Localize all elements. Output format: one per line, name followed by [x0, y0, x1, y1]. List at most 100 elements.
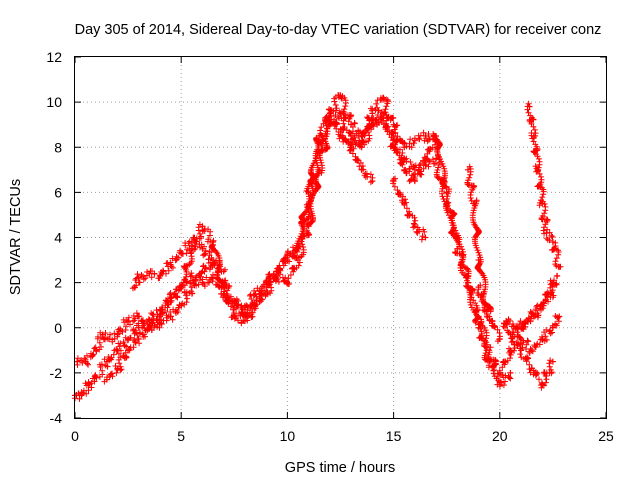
data-point [263, 279, 270, 286]
data-point [475, 324, 482, 331]
data-point [522, 320, 529, 327]
data-point [114, 365, 121, 372]
data-point [488, 317, 495, 324]
series-trace-10 [517, 313, 563, 356]
y-tick-label: 2 [54, 275, 62, 291]
y-tick-label: -2 [50, 365, 63, 381]
data-point [454, 234, 461, 241]
x-tick-label: 10 [280, 428, 296, 444]
data-point [475, 257, 482, 264]
data-point [530, 313, 537, 320]
marker-trail [524, 100, 564, 270]
data-point [390, 178, 397, 185]
y-tick-label: -4 [50, 410, 63, 426]
x-tick-label: 20 [492, 428, 508, 444]
data-point [178, 250, 185, 257]
data-point [188, 272, 195, 279]
y-axis-label: SDTVAR / TECUs [8, 179, 24, 295]
series-trace-1 [74, 92, 440, 368]
data-point [178, 284, 185, 291]
data-point [422, 234, 429, 241]
chart-title: Day 305 of 2014, Sidereal Day-to-day VTE… [75, 22, 602, 38]
data-point [422, 162, 429, 169]
data-point [125, 336, 132, 343]
data-point [358, 144, 365, 151]
data-point [316, 132, 323, 139]
data-point [305, 223, 312, 230]
data-point [220, 268, 227, 275]
data-point [114, 347, 121, 354]
x-tick-label: 25 [598, 428, 614, 444]
data-point [284, 279, 291, 286]
plot-area [72, 92, 564, 402]
y-tick-label: 12 [46, 49, 62, 65]
data-point [543, 229, 550, 236]
data-point [496, 369, 503, 376]
data-point [188, 239, 195, 246]
data-point [433, 132, 440, 139]
data-point [475, 284, 482, 291]
data-point [464, 166, 471, 173]
data-point [74, 358, 81, 365]
data-point [295, 245, 302, 252]
data-point [156, 306, 163, 313]
data-point [518, 347, 525, 354]
data-point [78, 392, 85, 399]
data-point [252, 302, 259, 309]
series-trace-12 [524, 100, 564, 270]
data-point [273, 268, 280, 275]
data-point [295, 257, 302, 264]
data-point [199, 279, 206, 286]
data-point [125, 317, 132, 324]
data-point [348, 121, 355, 128]
data-point [199, 245, 206, 252]
data-point [348, 144, 355, 151]
y-tick-label: 0 [54, 320, 62, 336]
data-point [369, 121, 376, 128]
data-point [231, 313, 238, 320]
marker-trail [464, 163, 503, 345]
marker-trail [389, 175, 428, 243]
data-point [496, 336, 503, 343]
data-point [178, 302, 185, 309]
y-tick-label: 4 [54, 230, 62, 246]
data-point [411, 137, 418, 144]
data-point [369, 110, 376, 117]
data-point [422, 132, 429, 139]
data-point [135, 336, 142, 343]
data-point [188, 284, 195, 291]
data-point [210, 239, 217, 246]
data-point [401, 166, 408, 173]
data-point [284, 252, 291, 259]
y-tick-label: 10 [46, 94, 62, 110]
series-trace-11 [503, 272, 561, 333]
data-point [549, 358, 556, 365]
data-point [481, 302, 488, 309]
data-point [503, 317, 510, 324]
series-trace-5 [337, 125, 376, 186]
data-point [337, 126, 344, 133]
x-tick-label: 15 [386, 428, 402, 444]
data-point [507, 331, 514, 338]
data-point [379, 94, 386, 101]
x-tick-label: 5 [177, 428, 185, 444]
data-point [390, 121, 397, 128]
data-point [326, 110, 333, 117]
data-point [199, 223, 206, 230]
data-point [443, 189, 450, 196]
x-axis-label: GPS time / hours [285, 460, 395, 476]
data-point [390, 132, 397, 139]
data-point [539, 302, 546, 309]
y-tick-label: 8 [54, 139, 62, 155]
data-point [549, 324, 556, 331]
data-point [337, 110, 344, 117]
data-point [156, 272, 163, 279]
data-point [99, 331, 106, 338]
data-point [401, 200, 408, 207]
data-point [422, 155, 429, 162]
data-point [556, 313, 563, 320]
data-point [554, 272, 561, 279]
data-point [167, 297, 174, 304]
data-point [167, 261, 174, 268]
